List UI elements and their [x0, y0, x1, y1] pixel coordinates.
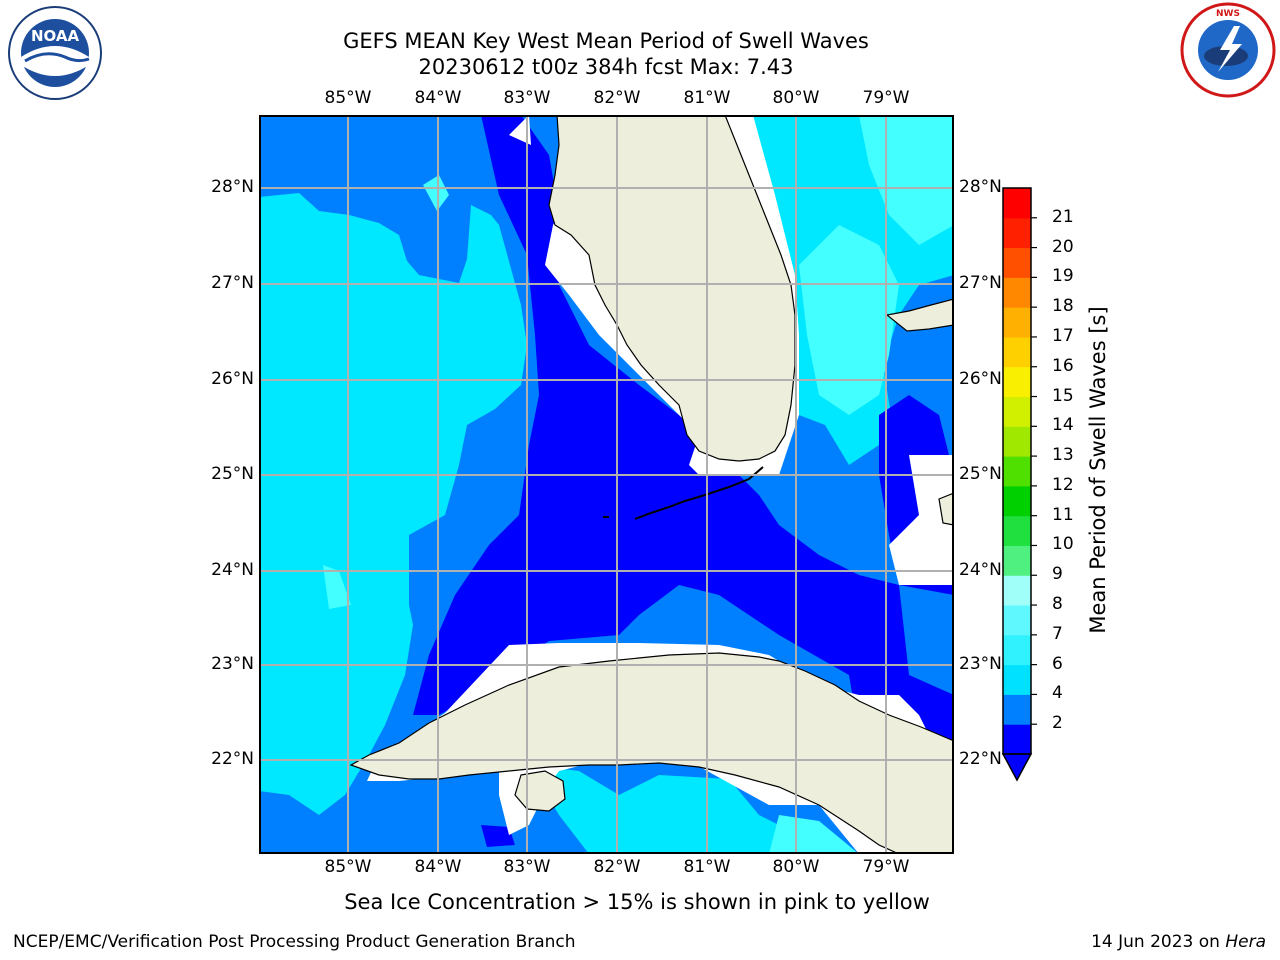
top-lon-label: 81°W [683, 88, 731, 108]
colorbar-bin [1003, 485, 1031, 517]
colorbar-bin [1003, 188, 1031, 219]
cuba-land [349, 652, 954, 854]
colorbar-bin [1003, 724, 1031, 755]
top-lon-label: 79°W [862, 88, 910, 108]
national-weather-service-logo: NWS [1180, 2, 1276, 98]
colorbar-tick-label: 11 [1052, 504, 1074, 525]
florida-keys [634, 466, 764, 520]
colorbar-bin [1003, 545, 1031, 576]
right-lat-label: 24°N [959, 560, 1002, 580]
top-lon-label: 84°W [414, 88, 462, 108]
colorbar-extend-min [1001, 753, 1033, 782]
colorbar-tick-label: 18 [1052, 296, 1074, 317]
sea-ice-note: Sea Ice Concentration > 15% is shown in … [344, 890, 930, 914]
left-lat-label: 25°N [211, 464, 254, 484]
right-lat-label: 23°N [959, 654, 1002, 674]
colorbar-frame [1002, 187, 1032, 755]
field-6-7s [799, 225, 899, 415]
no-data-area [889, 455, 954, 585]
colorbar-bin [1003, 247, 1031, 278]
bottom-lon-label: 80°W [772, 857, 820, 877]
footer-date-text: 14 Jun 2023 on [1091, 932, 1226, 952]
florida-land [548, 115, 796, 462]
field-6-7s [423, 175, 449, 211]
field-4-6s-south [529, 765, 839, 854]
field-6-7s [323, 565, 351, 609]
field-below-2s [481, 825, 515, 847]
colorbar-tick-label: 14 [1052, 415, 1074, 436]
colorbar-bin [1003, 664, 1031, 695]
bottom-lon-label: 81°W [683, 857, 731, 877]
right-lat-label: 22°N [959, 749, 1002, 769]
colorbar-tick-label: 17 [1052, 325, 1074, 346]
colorbar-tick-label: 10 [1052, 534, 1074, 555]
top-lon-label: 83°W [503, 88, 551, 108]
colorbar-tick-label: 12 [1052, 474, 1074, 495]
field-6-7s [769, 815, 859, 854]
colorbar-tick-label: 2 [1052, 713, 1063, 734]
colorbar-bin [1003, 605, 1031, 636]
map-frame [259, 115, 954, 854]
colorbar-bin [1003, 515, 1031, 546]
colorbar [1001, 187, 1037, 782]
colorbar-tick-label: 15 [1052, 385, 1074, 406]
swell-period-map [259, 115, 954, 854]
colorbar-title: Mean Period of Swell Waves [s] [1086, 306, 1110, 634]
footer-machine: Hera [1225, 932, 1266, 952]
field-below-2s [413, 115, 954, 854]
top-lon-label: 80°W [772, 88, 820, 108]
svg-text:NWS: NWS [1216, 9, 1240, 19]
left-lat-label: 28°N [211, 177, 254, 197]
colorbar-bin [1003, 456, 1031, 487]
noaa-logo: NOAA [8, 6, 102, 100]
chart-title-line2: 20230612 t00z 384h fcst Max: 7.43 [418, 55, 794, 79]
bottom-lon-label: 82°W [593, 857, 641, 877]
map-grid [259, 115, 954, 854]
colorbar-bin [1003, 396, 1031, 427]
left-lat-label: 24°N [211, 560, 254, 580]
field-4-6s-west [259, 193, 527, 815]
colorbar-bin [1003, 307, 1031, 338]
colorbar-tick-label: 20 [1052, 236, 1074, 257]
colorbar-tick-label: 13 [1052, 445, 1074, 466]
colorbar-tick-label: 19 [1052, 266, 1074, 287]
right-lat-label: 27°N [959, 273, 1002, 293]
left-lat-label: 26°N [211, 369, 254, 389]
footer-branch: NCEP/EMC/Verification Post Processing Pr… [13, 932, 576, 952]
top-lon-label: 85°W [324, 88, 372, 108]
colorbar-tick-label: 4 [1052, 683, 1063, 704]
left-lat-label: 23°N [211, 654, 254, 674]
colorbar-bin [1003, 575, 1031, 606]
right-lat-label: 28°N [959, 177, 1002, 197]
left-lat-label: 27°N [211, 273, 254, 293]
bahamas-land [885, 298, 954, 332]
bahamas-land [938, 492, 954, 526]
right-lat-label: 25°N [959, 464, 1002, 484]
chart-title-line1: GEFS MEAN Key West Mean Period of Swell … [343, 29, 869, 53]
colorbar-bin [1003, 277, 1031, 308]
footer-date: 14 Jun 2023 on Hera [1091, 932, 1266, 952]
colorbar-tick-label: 21 [1052, 206, 1074, 227]
colorbar-bin [1003, 366, 1031, 398]
colorbar-bin [1003, 336, 1031, 368]
colorbar-bin [1003, 634, 1031, 666]
colorbar-tick-label: 16 [1052, 355, 1074, 376]
bottom-lon-label: 83°W [503, 857, 551, 877]
colorbar-tick-label: 9 [1052, 564, 1063, 585]
top-lon-label: 82°W [593, 88, 641, 108]
colorbar-tick-label: 8 [1052, 594, 1063, 615]
field-6-7s [859, 115, 954, 245]
right-lat-label: 26°N [959, 369, 1002, 389]
bottom-lon-label: 79°W [862, 857, 910, 877]
colorbar-bin [1003, 694, 1031, 725]
colorbar-tick-label: 7 [1052, 623, 1063, 644]
colorbar-bin [1003, 426, 1031, 457]
left-lat-label: 22°N [211, 749, 254, 769]
colorbar-tick-label: 6 [1052, 653, 1063, 674]
noaa-logo-text: NOAA [31, 27, 80, 45]
bottom-lon-label: 84°W [414, 857, 462, 877]
colorbar-bin [1003, 217, 1031, 249]
bottom-lon-label: 85°W [324, 857, 372, 877]
